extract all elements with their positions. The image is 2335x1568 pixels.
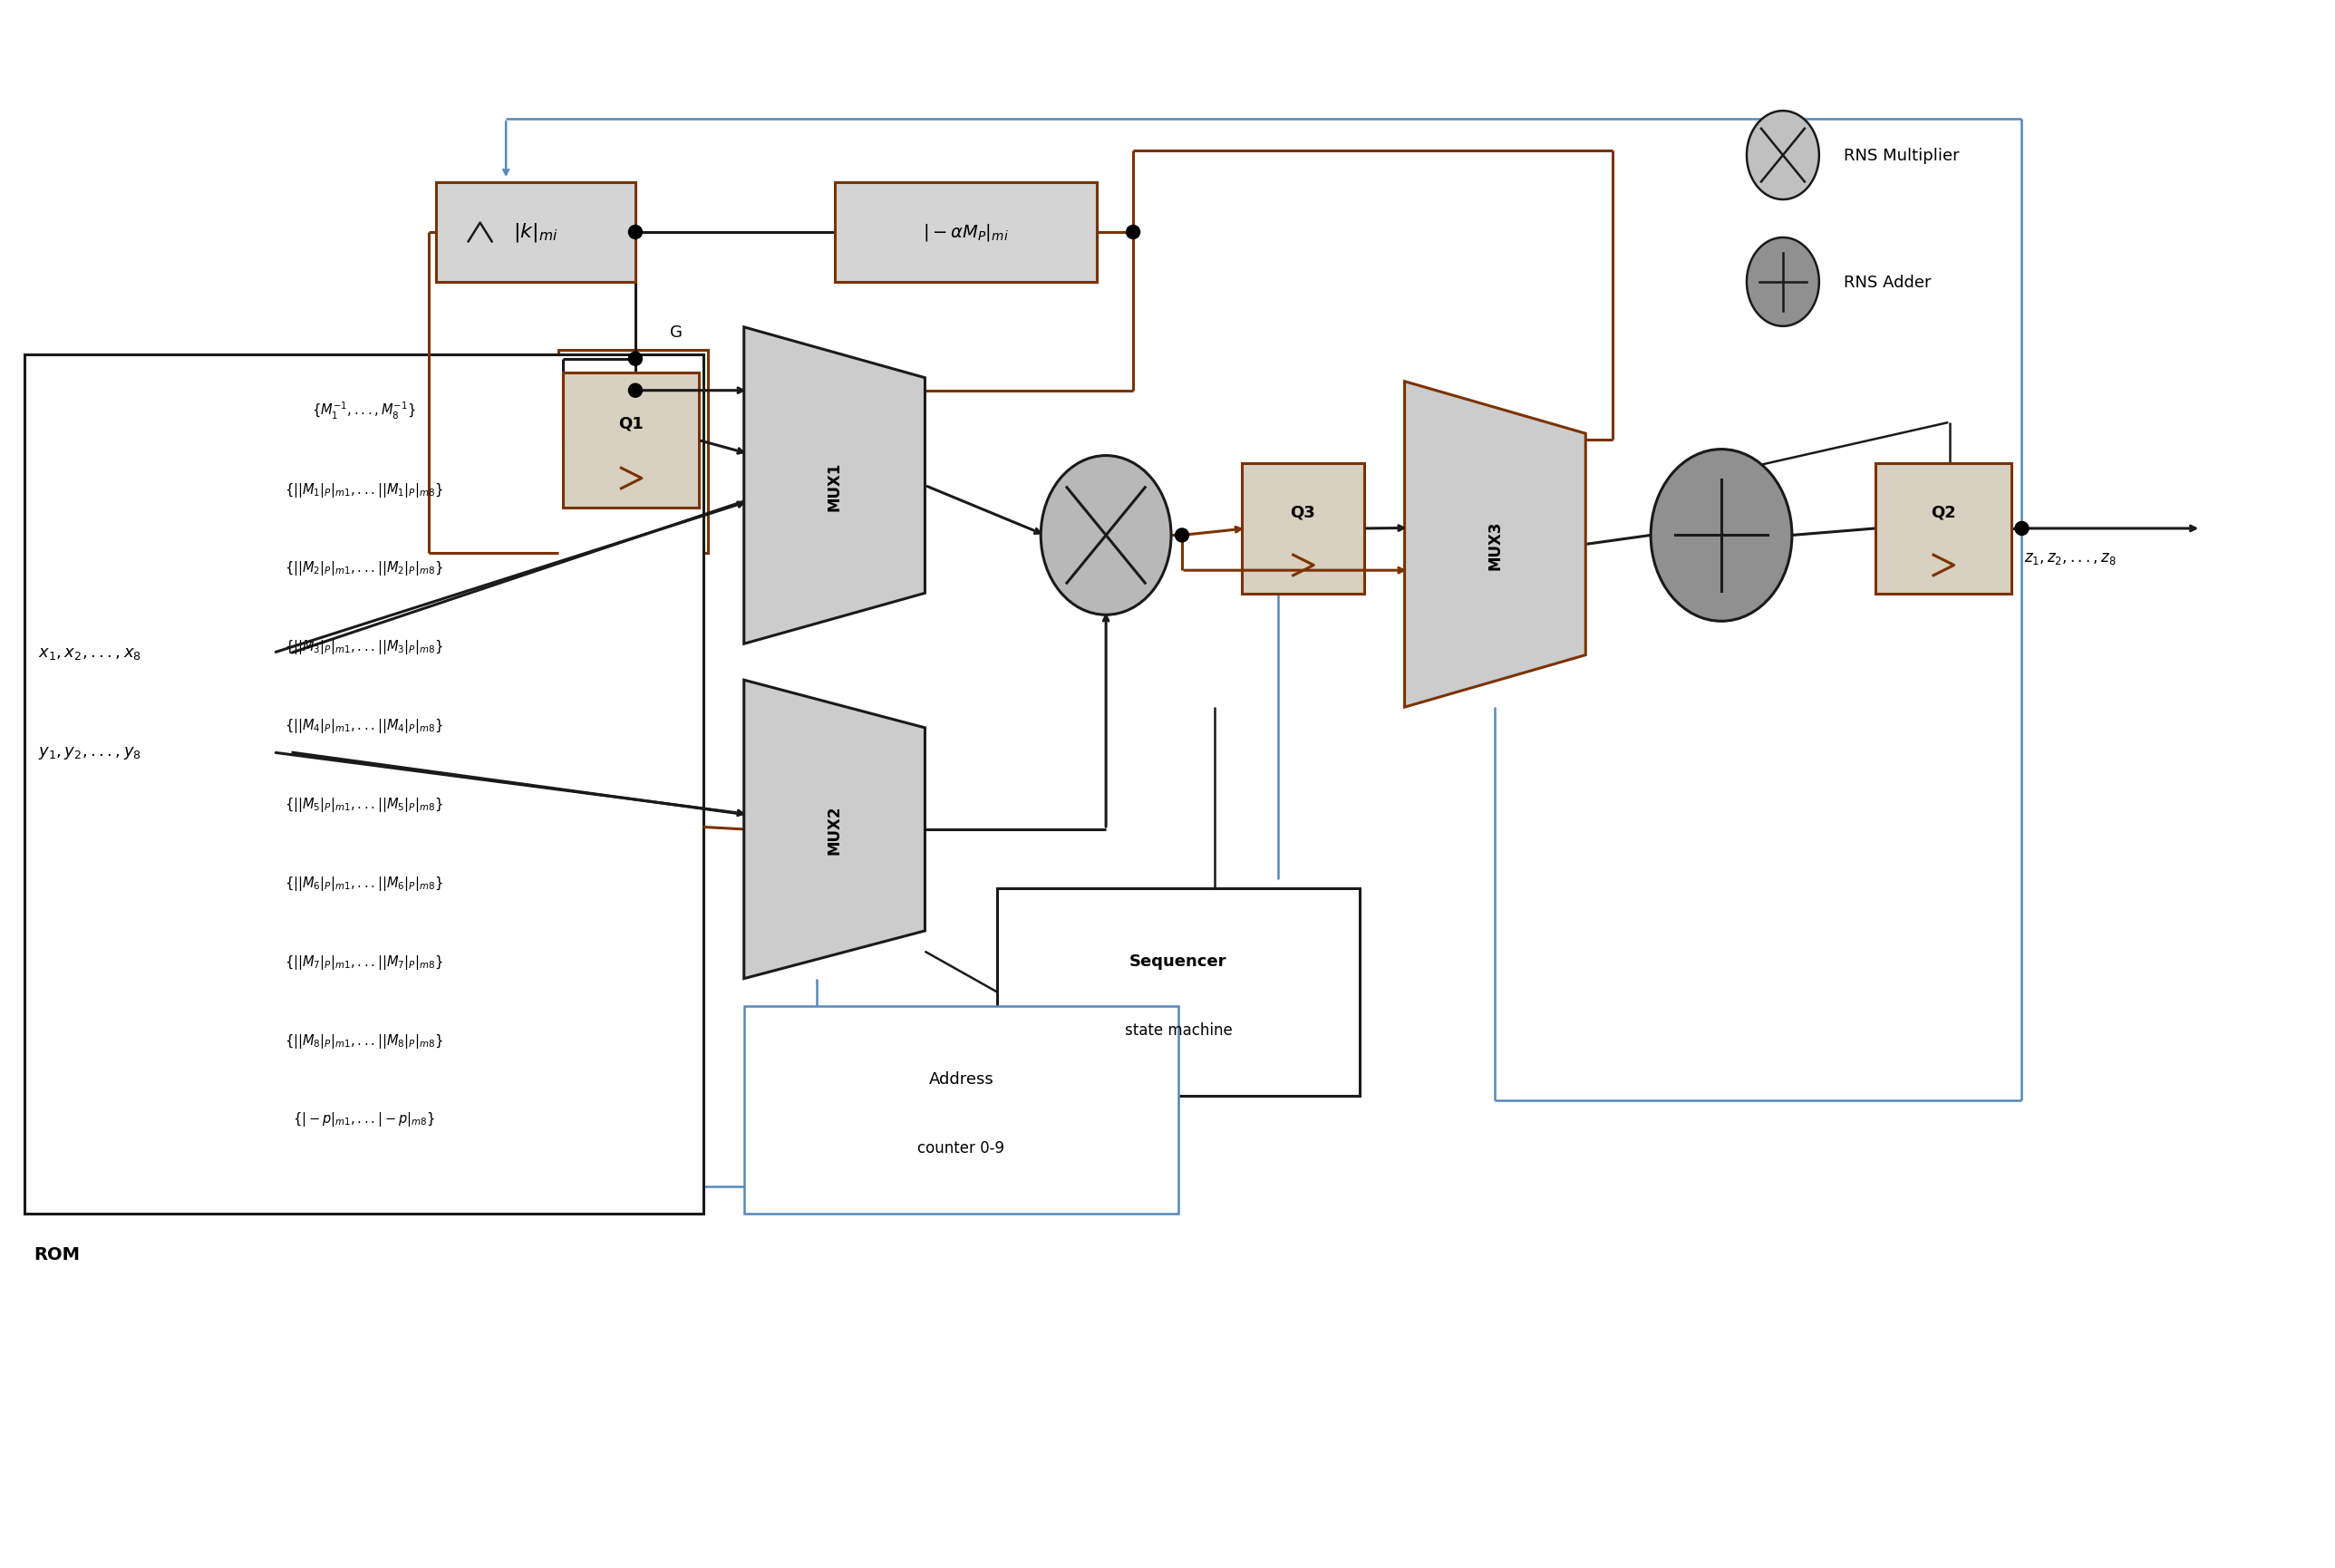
Text: RNS Adder: RNS Adder xyxy=(1845,274,1931,290)
Text: RNS Multiplier: RNS Multiplier xyxy=(1845,147,1959,165)
Text: counter 0-9: counter 0-9 xyxy=(918,1140,1004,1156)
Text: $\{||M_8|_P|_{m1},...||M_8|_P|_{m8}\}$: $\{||M_8|_P|_{m1},...||M_8|_P|_{m8}\}$ xyxy=(285,1032,444,1049)
Text: $\{M_1^{-1},...,M_8^{-1}\}$: $\{M_1^{-1},...,M_8^{-1}\}$ xyxy=(313,400,416,422)
Ellipse shape xyxy=(1651,450,1791,621)
Ellipse shape xyxy=(1041,456,1172,615)
Bar xyxy=(745,1007,1179,1214)
Text: MUX3: MUX3 xyxy=(1487,521,1504,569)
Text: $\{||M_5|_P|_{m1},...||M_5|_P|_{m8}\}$: $\{||M_5|_P|_{m1},...||M_5|_P|_{m8}\}$ xyxy=(285,795,444,814)
Polygon shape xyxy=(745,328,925,644)
Text: $x_1,x_2,...,x_8$: $x_1,x_2,...,x_8$ xyxy=(37,644,142,662)
Text: Address: Address xyxy=(929,1071,995,1087)
Bar xyxy=(23,354,703,1214)
Polygon shape xyxy=(1406,383,1585,707)
Text: $\{||M_2|_P|_{m1},...||M_2|_P|_{m8}\}$: $\{||M_2|_P|_{m1},...||M_2|_P|_{m8}\}$ xyxy=(285,560,444,577)
Text: state machine: state machine xyxy=(1125,1022,1233,1038)
Polygon shape xyxy=(745,681,925,978)
Bar xyxy=(558,350,708,554)
Text: MUX1: MUX1 xyxy=(827,461,843,511)
Text: Q3: Q3 xyxy=(1291,503,1315,521)
Text: $\{||M_3|_P|_{m1},...||M_3|_P|_{m8}\}$: $\{||M_3|_P|_{m1},...||M_3|_P|_{m8}\}$ xyxy=(285,638,444,655)
Bar xyxy=(1875,464,2010,594)
Ellipse shape xyxy=(1747,111,1819,201)
Text: $\{||M_4|_P|_{m1},...||M_4|_P|_{m8}\}$: $\{||M_4|_P|_{m1},...||M_4|_P|_{m8}\}$ xyxy=(285,717,444,735)
Bar xyxy=(834,183,1097,282)
Bar xyxy=(997,889,1359,1096)
Text: $y_1,y_2,...,y_8$: $y_1,y_2,...,y_8$ xyxy=(37,745,142,760)
Text: $|k|_{mi}$: $|k|_{mi}$ xyxy=(514,221,558,245)
Text: Sequencer: Sequencer xyxy=(1130,953,1228,969)
Text: $z_1,z_2,...,z_8$: $z_1,z_2,...,z_8$ xyxy=(2024,550,2116,566)
Bar xyxy=(1242,464,1364,594)
Text: $\{||M_1|_P|_{m1},...||M_1|_P|_{m8}\}$: $\{||M_1|_P|_{m1},...||M_1|_P|_{m8}\}$ xyxy=(285,480,444,499)
Text: $|-\alpha M_P|_{mi}$: $|-\alpha M_P|_{mi}$ xyxy=(922,223,1009,243)
Circle shape xyxy=(2015,522,2029,536)
Circle shape xyxy=(628,226,642,240)
Circle shape xyxy=(1175,528,1189,543)
Text: $\{||M_7|_P|_{m1},...||M_7|_P|_{m8}\}$: $\{||M_7|_P|_{m1},...||M_7|_P|_{m8}\}$ xyxy=(285,953,444,971)
Bar xyxy=(563,373,698,508)
Circle shape xyxy=(1125,226,1139,240)
Circle shape xyxy=(628,384,642,398)
Ellipse shape xyxy=(1747,238,1819,326)
Text: $\{|-p|_{m1},...|-p|_{m8}\}$: $\{|-p|_{m1},...|-p|_{m8}\}$ xyxy=(292,1110,434,1127)
Text: Q1: Q1 xyxy=(619,416,644,431)
Text: MUX2: MUX2 xyxy=(827,804,843,855)
Text: G: G xyxy=(670,325,682,340)
Text: $\{||M_6|_P|_{m1},...||M_6|_P|_{m8}\}$: $\{||M_6|_P|_{m1},...||M_6|_P|_{m8}\}$ xyxy=(285,873,444,892)
Bar xyxy=(437,183,635,282)
Text: Q2: Q2 xyxy=(1931,503,1957,521)
Text: ROM: ROM xyxy=(33,1245,79,1262)
Circle shape xyxy=(628,353,642,367)
